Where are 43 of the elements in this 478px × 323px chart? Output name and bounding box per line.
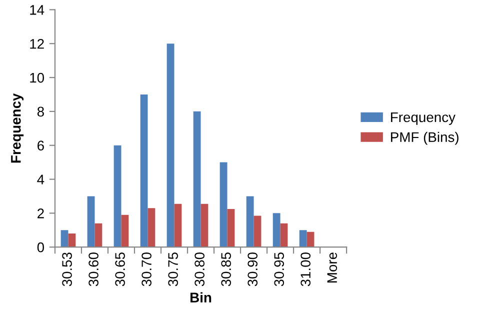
- bar: [174, 204, 182, 248]
- y-tick-label: 0: [37, 242, 44, 252]
- x-tick-label: 31.00: [300, 252, 311, 286]
- bar: [94, 223, 102, 248]
- legend-label: Frequency: [391, 112, 456, 125]
- x-tick-label: More: [327, 252, 338, 282]
- bar: [166, 44, 174, 248]
- y-tick-label: 10: [30, 72, 44, 83]
- x-axis-title: Bin: [190, 292, 212, 302]
- x-tick-label: 30.75: [168, 252, 178, 286]
- bar: [60, 230, 68, 248]
- bar: [254, 216, 262, 248]
- y-tick-label: 8: [37, 106, 44, 117]
- y-axis-title: Frequency: [11, 93, 24, 163]
- bar: [306, 232, 314, 248]
- x-tick-label: 30.53: [62, 252, 72, 286]
- x-tick-label: 30.80: [194, 252, 204, 286]
- bar: [246, 196, 254, 248]
- bar: [140, 94, 148, 248]
- x-tick-label: 30.90: [248, 252, 258, 286]
- y-tick-label: 6: [38, 140, 44, 151]
- x-tick-label: 30.85: [221, 252, 231, 286]
- bar: [272, 213, 280, 248]
- bar: [87, 196, 95, 248]
- bar: [114, 145, 122, 248]
- bar: [121, 214, 129, 248]
- legend-label: PMF (Bins): [391, 132, 458, 145]
- bar: [227, 208, 235, 248]
- bar: [280, 223, 288, 248]
- bar: [220, 162, 228, 248]
- y-tick-label: 14: [30, 5, 44, 15]
- bar: [193, 111, 201, 248]
- x-tick-label: 30.60: [88, 252, 98, 286]
- bar: [200, 204, 208, 248]
- y-tick-label: 4: [37, 174, 44, 184]
- bar: [68, 234, 76, 248]
- x-tick-label: 30.70: [142, 252, 152, 286]
- x-tick-label: 30.65: [115, 252, 125, 286]
- y-tick-label: 2: [38, 208, 44, 218]
- y-tick-label: 12: [30, 38, 44, 49]
- bar: [299, 230, 307, 248]
- x-tick-label: 30.95: [274, 252, 284, 286]
- bar: [148, 208, 156, 248]
